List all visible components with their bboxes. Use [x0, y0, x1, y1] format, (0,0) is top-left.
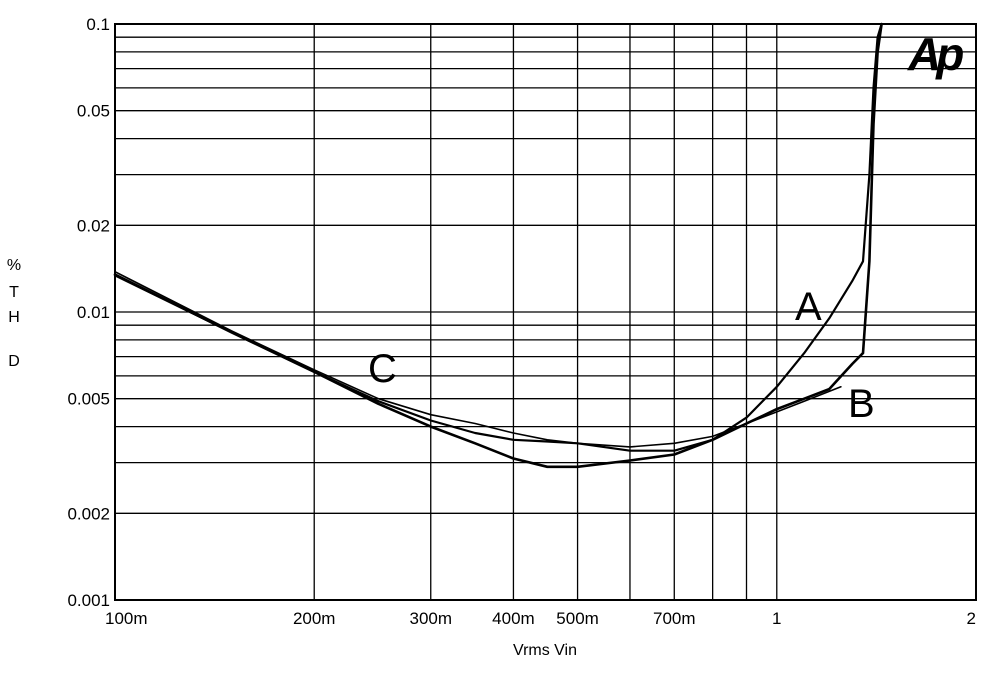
y-tick-label: 0.001	[67, 591, 110, 610]
x-tick-label: 400m	[492, 609, 535, 628]
x-tick-label: 2	[967, 609, 976, 628]
x-tick-label: 100m	[105, 609, 148, 628]
y-tick-label: 0.1	[86, 15, 110, 34]
x-tick-label: 300m	[409, 609, 452, 628]
y-tick-label: 0.002	[67, 504, 110, 523]
x-tick-label: 700m	[653, 609, 696, 628]
y-axis-title-line-2: T	[9, 284, 19, 301]
curve-label-c: C	[368, 347, 397, 391]
x-tick-label: 1	[772, 609, 781, 628]
series-layer	[113, 22, 883, 469]
y-tick-label: 0.05	[77, 102, 110, 121]
y-axis-title-line-3: H	[8, 309, 20, 326]
y-axis-title: % T H D	[7, 257, 21, 370]
y-tick-label: 0.005	[67, 390, 110, 409]
x-tick-labels: 100m 200m 300m 400m 500m 700m 1 2	[105, 609, 976, 628]
x-tick-label: 500m	[556, 609, 599, 628]
y-tick-labels: 0.001 0.002 0.005 0.01 0.02 0.05 0.1	[67, 15, 110, 610]
y-tick-label: 0.01	[77, 303, 110, 322]
curve-label-b: B	[848, 382, 875, 426]
curve-label-a: A	[795, 285, 822, 329]
series-line-c	[114, 270, 842, 448]
plot-frame	[114, 23, 977, 601]
x-axis-title: Vrms Vin	[513, 642, 577, 659]
y-axis-title-line-4: D	[8, 353, 20, 370]
series-line-b	[113, 22, 883, 469]
grid	[114, 23, 977, 601]
series-line-a	[113, 22, 883, 452]
x-tick-label: 200m	[293, 609, 336, 628]
logo-ap: Ap	[907, 28, 963, 80]
y-tick-label: 0.02	[77, 216, 110, 235]
y-axis-title-line-1: %	[7, 257, 21, 274]
